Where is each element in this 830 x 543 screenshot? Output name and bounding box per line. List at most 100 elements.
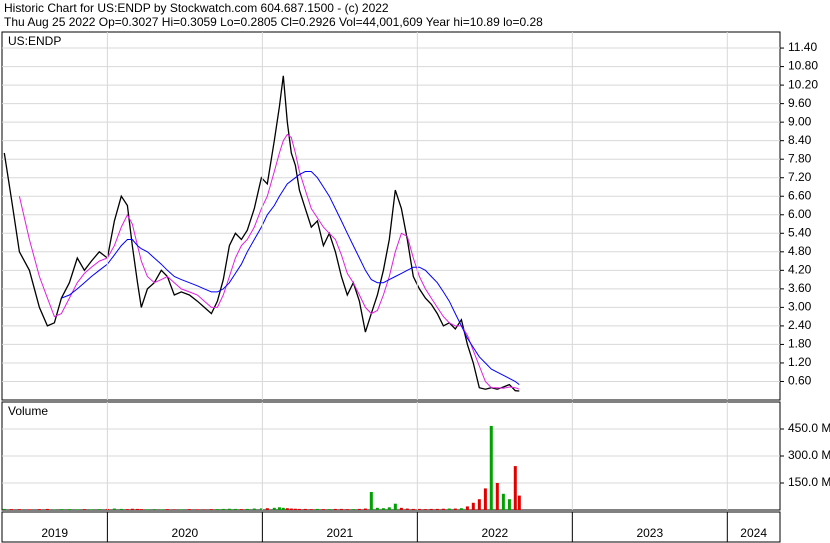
x-tick-label: 2019 — [41, 526, 68, 540]
date-axis-strip — [1, 511, 781, 543]
volume-bar — [125, 509, 129, 510]
volume-bar — [399, 507, 403, 510]
price-line — [18, 133, 520, 390]
volume-bar — [357, 508, 361, 510]
volume-bar — [447, 508, 451, 510]
volume-bar — [411, 508, 415, 510]
x-tick-label: 2024 — [740, 526, 767, 540]
volume-bar — [130, 508, 134, 510]
volume-bar — [297, 508, 301, 510]
volume-bar — [252, 508, 256, 510]
y-tick-label: 300.0 M — [788, 448, 830, 462]
chart-title: Historic Chart for US:ENDP by Stockwatch… — [4, 1, 389, 15]
symbol-label: US:ENDP — [8, 34, 61, 48]
y-tick-label: 6.00 — [788, 207, 812, 221]
y-tick-label: 1.80 — [788, 337, 812, 351]
volume-bar — [17, 509, 21, 510]
volume-bar — [9, 509, 13, 510]
volume-bar — [265, 508, 269, 510]
y-tick-label: 1.20 — [788, 355, 812, 369]
volume-bar — [89, 509, 93, 510]
volume-bar — [405, 508, 409, 510]
volume-bar — [345, 509, 349, 510]
volume-bar — [369, 492, 373, 510]
volume-bar — [471, 502, 475, 510]
y-tick-label: 150.0 M — [788, 475, 830, 489]
price-line — [3, 75, 520, 392]
volume-bar — [501, 493, 505, 510]
y-tick-label: 0.60 — [788, 374, 812, 388]
volume-bar — [195, 509, 199, 510]
volume-bar — [293, 508, 297, 510]
y-tick-label: 11.40 — [788, 40, 817, 54]
volume-bar — [507, 499, 511, 510]
volume-bar — [423, 509, 427, 510]
volume-bar — [417, 508, 421, 510]
y-tick-label: 3.60 — [788, 281, 812, 295]
chart-subtitle: Thu Aug 25 2022 Op=0.3027 Hi=0.3059 Lo=0… — [4, 15, 543, 29]
volume-bar — [139, 509, 143, 510]
volume-bar — [327, 509, 331, 510]
volume-bar — [152, 509, 156, 510]
volume-bar — [52, 509, 56, 510]
volume-bar — [135, 508, 139, 510]
volume-bar — [289, 508, 293, 510]
volume-bar — [82, 509, 86, 510]
volume-bar — [309, 509, 313, 510]
y-tick-label: 6.60 — [788, 188, 812, 202]
volume-bar — [145, 509, 149, 510]
volume-bar — [209, 509, 213, 510]
volume-bar — [272, 507, 276, 510]
volume-bar — [172, 509, 176, 510]
y-tick-label: 10.20 — [788, 77, 818, 91]
volume-bar — [435, 508, 439, 510]
volume-bar — [245, 508, 249, 510]
volume-bar — [239, 509, 243, 510]
price-panel — [1, 31, 781, 401]
y-tick-label: 2.40 — [788, 318, 812, 332]
volume-bar — [351, 509, 355, 510]
y-tick-label: 8.40 — [788, 133, 812, 147]
volume-bar — [393, 503, 397, 510]
volume-bar — [277, 507, 281, 510]
volume-bar — [119, 508, 123, 510]
volume-bar — [459, 508, 463, 510]
volume-bar — [37, 509, 41, 510]
volume-bar — [517, 495, 521, 510]
volume-bar — [321, 509, 325, 510]
volume-bar — [97, 509, 101, 510]
y-tick-label: 9.60 — [788, 96, 812, 110]
volume-bar — [381, 508, 385, 510]
x-tick-label: 2022 — [481, 526, 508, 540]
volume-bar — [2, 508, 6, 510]
y-tick-label: 5.40 — [788, 225, 812, 239]
volume-bar — [59, 509, 63, 510]
volume-bar — [179, 509, 183, 510]
price-line — [61, 171, 520, 385]
volume-bar — [75, 509, 79, 510]
volume-bar — [27, 509, 31, 510]
volume-bar — [375, 507, 379, 510]
volume-bar — [285, 508, 289, 510]
x-tick-label: 2020 — [172, 526, 199, 540]
y-tick-label: 4.20 — [788, 263, 812, 277]
volume-bar — [441, 508, 445, 510]
volume-bar — [315, 508, 319, 510]
volume-bar — [187, 509, 191, 510]
volume-bar — [339, 508, 343, 510]
volume-bar — [429, 508, 433, 510]
volume-bar — [221, 508, 225, 510]
y-tick-label: 9.00 — [788, 114, 812, 128]
volume-bar — [202, 509, 206, 510]
volume-bar — [165, 509, 169, 510]
volume-bar — [281, 507, 285, 510]
x-tick-label: 2023 — [636, 526, 663, 540]
volume-bar — [363, 508, 367, 510]
volume-bar — [387, 507, 391, 510]
y-tick-label: 7.20 — [788, 170, 812, 184]
volume-bar — [513, 466, 517, 510]
volume-bar — [303, 508, 307, 510]
volume-bar — [45, 508, 49, 510]
